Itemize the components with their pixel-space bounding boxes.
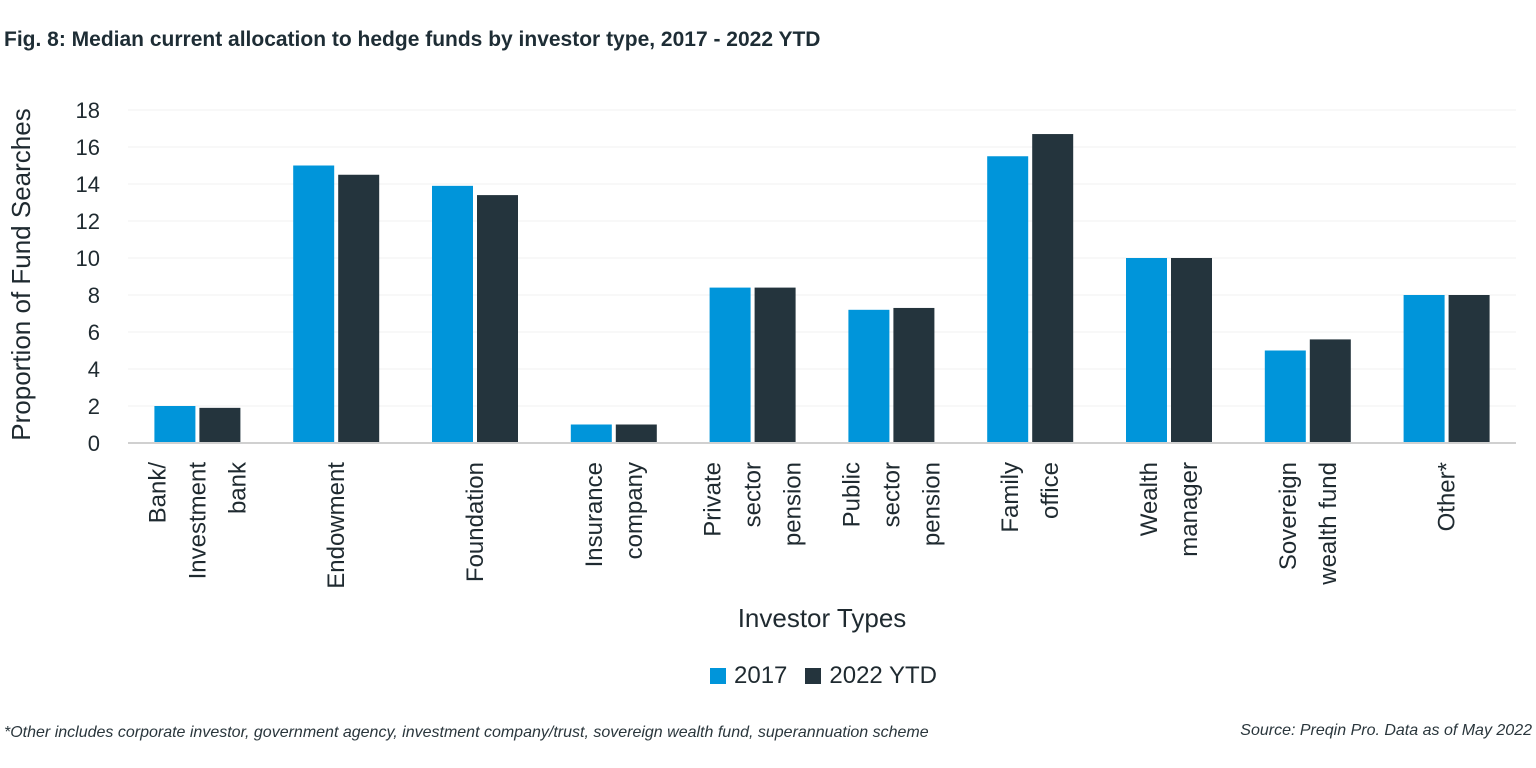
x-category-label: Private <box>700 462 727 537</box>
y-tick-label: 6 <box>88 320 100 345</box>
bar-2017 <box>154 406 196 443</box>
x-category-label: Investment <box>184 462 211 580</box>
x-category-label: Endowment <box>323 462 350 589</box>
legend: 2017 2022 YTD <box>710 662 955 690</box>
gridlines <box>128 109 1516 407</box>
x-category-label: Insurance <box>581 462 608 567</box>
x-category-label: office <box>1037 462 1064 519</box>
y-axis-ticks: 0 2 4 6 8 10 12 14 16 18 <box>76 98 100 456</box>
y-tick-label: 10 <box>76 246 100 271</box>
bar-2017 <box>709 287 751 443</box>
bar-2022-ytd <box>754 287 796 443</box>
x-axis-title: Investor Types <box>738 603 907 633</box>
footnote: *Other includes corporate investor, gove… <box>4 724 929 741</box>
x-category-label: Bank/ <box>144 462 171 524</box>
y-tick-label: 14 <box>76 172 100 197</box>
bar-2022-ytd <box>199 407 241 443</box>
bars <box>154 134 1490 444</box>
chart-title: Fig. 8: Median current allocation to hed… <box>4 28 821 51</box>
bar-2022-ytd <box>893 307 935 443</box>
x-category-label: Public <box>838 462 865 527</box>
legend-swatch-2017 <box>710 668 726 684</box>
bar-2017 <box>1264 350 1306 443</box>
bar-2022-ytd <box>477 195 518 443</box>
bar-2017 <box>1126 258 1167 443</box>
x-category-label: manager <box>1176 462 1203 557</box>
bar-2017 <box>432 185 473 443</box>
bar-2017 <box>1403 295 1445 443</box>
bar-2017 <box>570 424 612 443</box>
bar-2022-ytd <box>615 424 657 443</box>
x-axis-category-labels: Bank/Investment bank Endowment Foundation In… <box>144 461 1460 589</box>
x-category-label: bank <box>224 461 251 514</box>
x-category-label: sector <box>740 462 767 527</box>
bar-2022-ytd <box>1309 339 1351 443</box>
bar-2017 <box>293 165 335 443</box>
x-category-label: pension <box>780 462 807 546</box>
x-category-label: Sovereign <box>1275 462 1302 570</box>
y-tick-label: 18 <box>76 98 100 123</box>
legend-label-2022-ytd: 2022 YTD <box>829 662 938 689</box>
bar-2017 <box>848 309 890 443</box>
y-tick-label: 16 <box>76 135 100 160</box>
x-category-label: Family <box>997 462 1024 533</box>
y-axis-title: Proportion of Fund Searches <box>6 108 36 440</box>
x-category-label: sector <box>878 462 905 527</box>
legend-item-2022-ytd: 2022 YTD <box>805 662 937 690</box>
bar-2017 <box>987 156 1029 443</box>
x-category-label: Other* <box>1434 462 1461 531</box>
y-tick-label: 8 <box>88 283 100 308</box>
legend-item-2017: 2017 <box>710 662 787 690</box>
x-category-label: Wealth <box>1136 462 1163 536</box>
bar-2022-ytd <box>1448 295 1490 443</box>
source-note: Source: Preqin Pro. Data as of May 2022 <box>1240 722 1532 739</box>
x-category-label: pension <box>918 462 945 546</box>
x-category-label: wealth fund <box>1315 462 1342 586</box>
y-tick-label: 0 <box>88 431 100 456</box>
bar-2022-ytd <box>1032 134 1074 444</box>
y-tick-label: 12 <box>76 209 100 234</box>
legend-swatch-2022-ytd <box>805 668 822 684</box>
bar-2022-ytd <box>1171 258 1212 443</box>
legend-label-2017: 2017 <box>734 662 788 689</box>
y-tick-label: 4 <box>88 357 100 382</box>
bar-2022-ytd <box>338 174 380 443</box>
x-category-label: Foundation <box>462 462 489 582</box>
y-tick-label: 2 <box>88 394 100 419</box>
x-category-label: company <box>621 462 648 559</box>
